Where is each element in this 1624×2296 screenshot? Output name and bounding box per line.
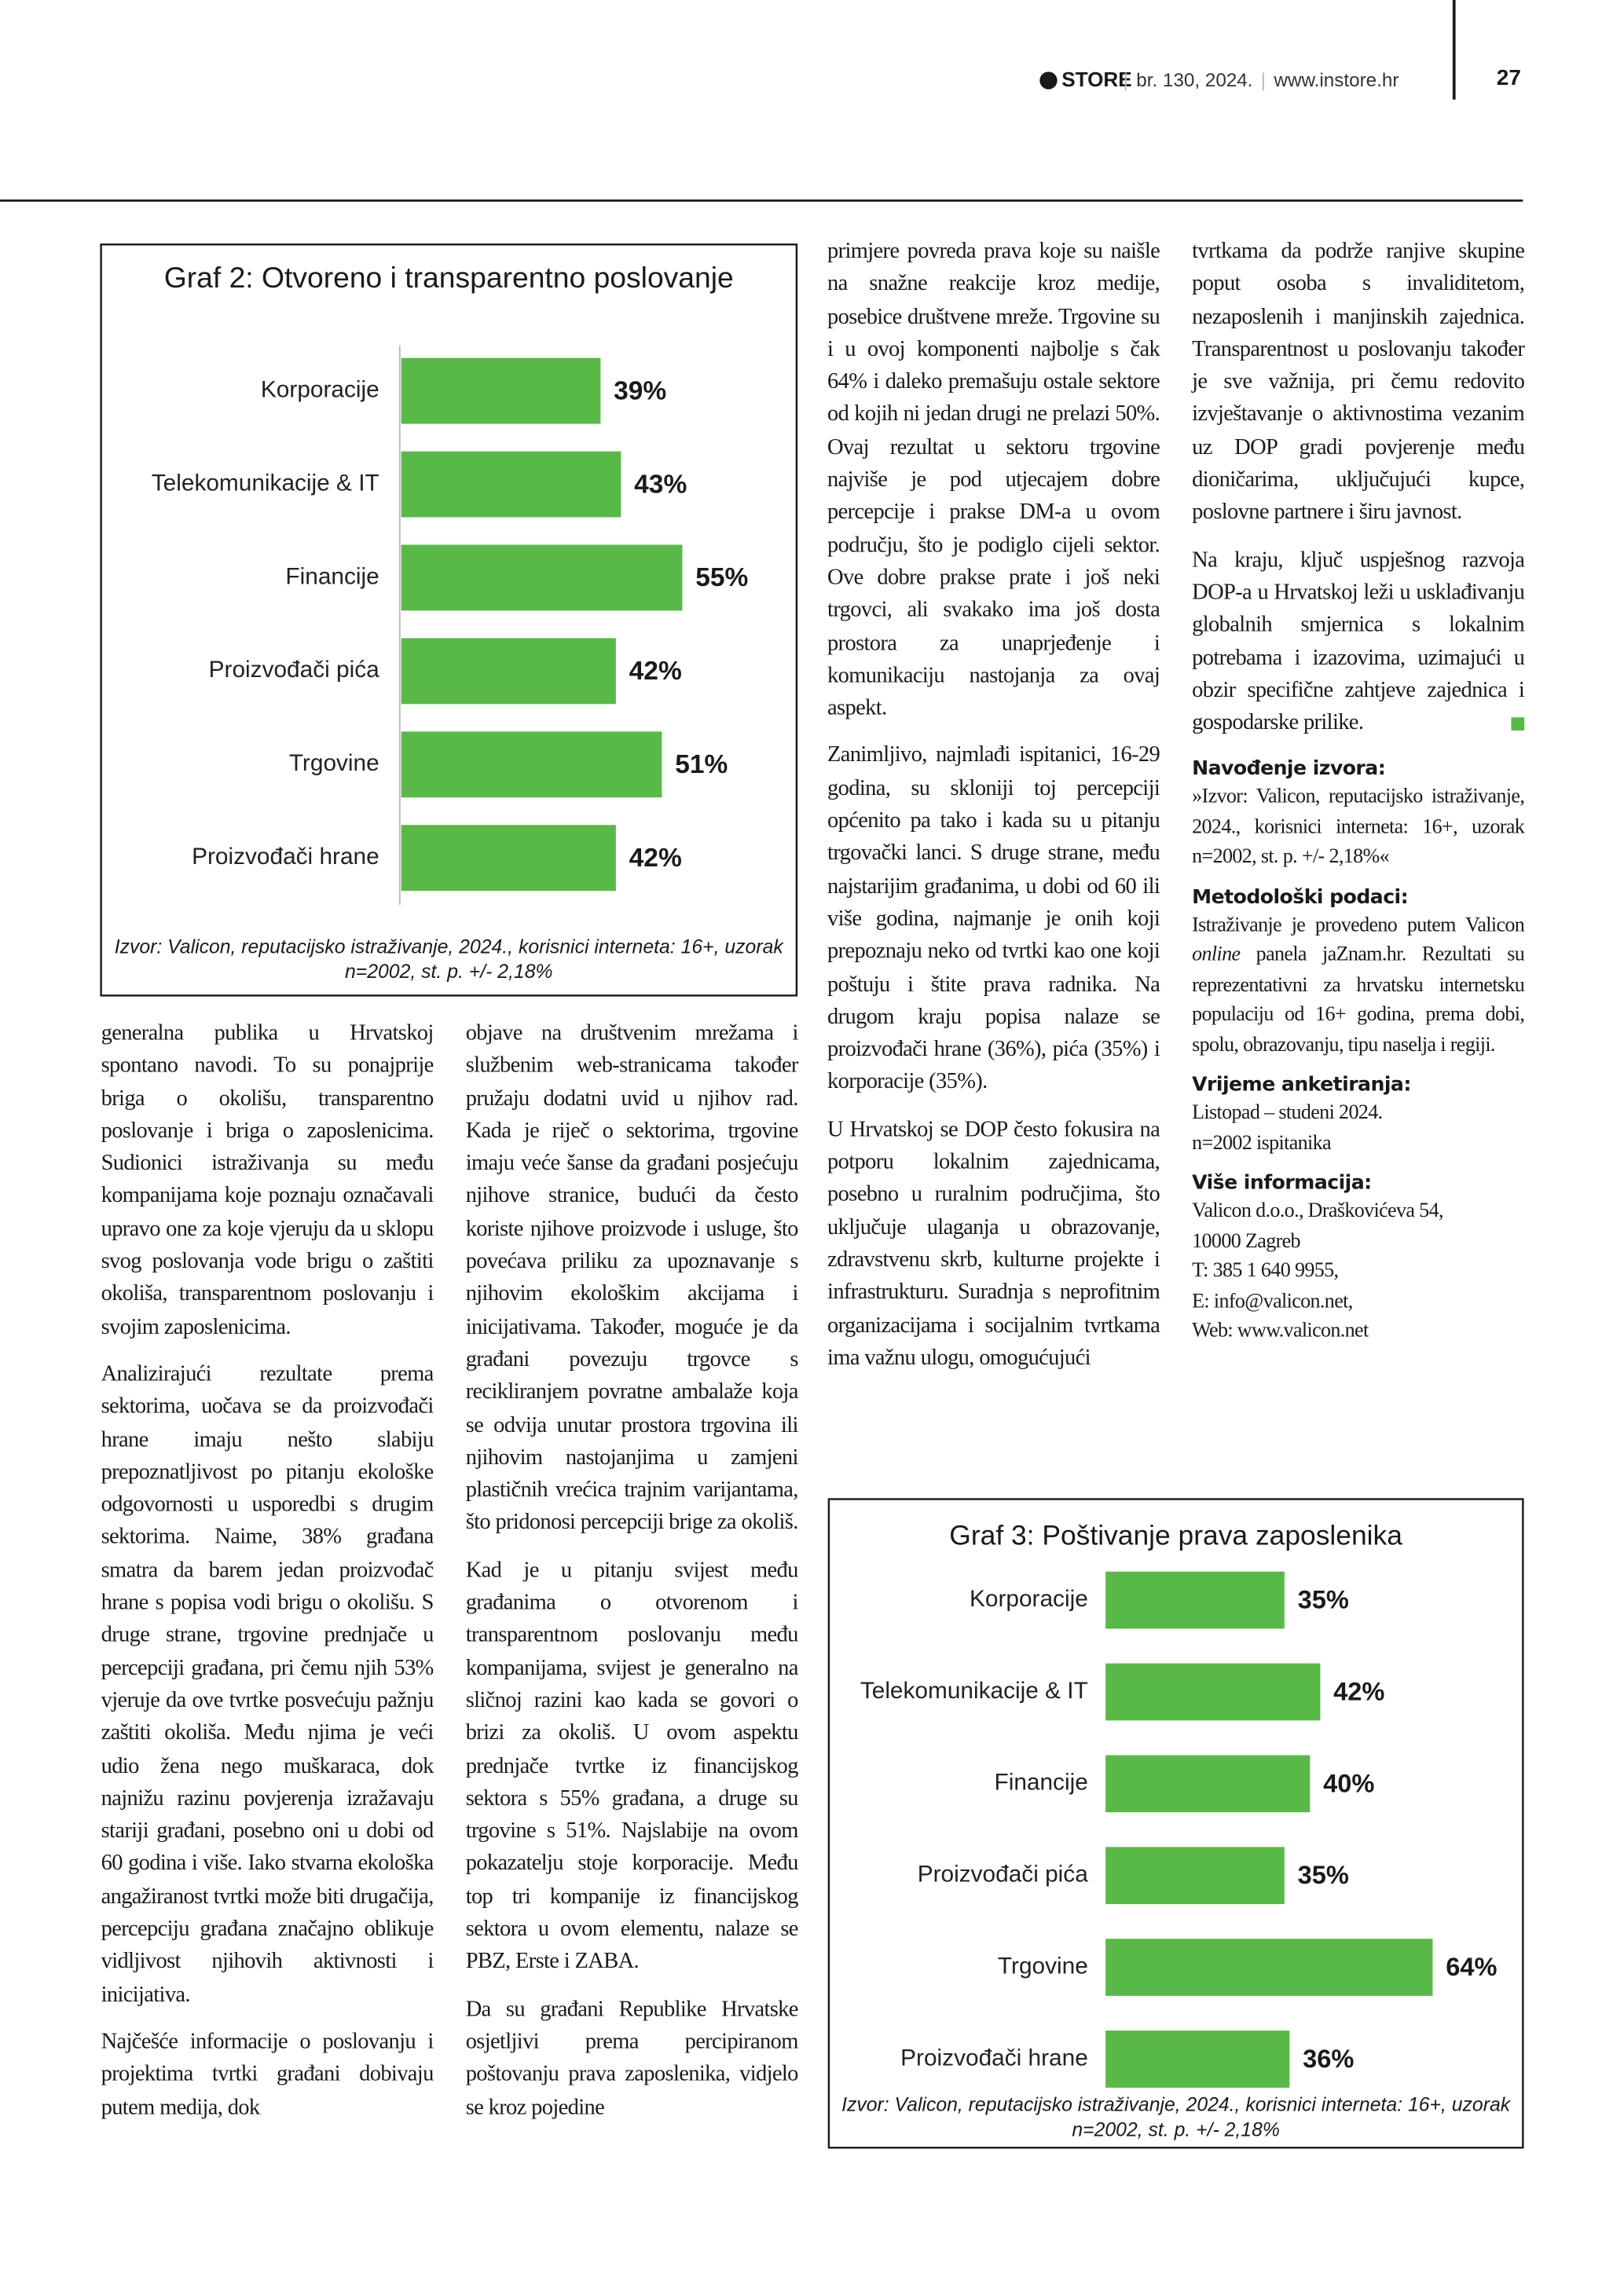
value-label: 35% (1298, 1585, 1349, 1614)
text-column: primjere povreda prava koje su naišle na… (827, 236, 1160, 1390)
bar (401, 357, 601, 424)
category-label: Telekomunikacije & IT (860, 1678, 1088, 1704)
bar (401, 731, 662, 798)
category-label: Trgovine (998, 1953, 1088, 1979)
value-label: 42% (629, 657, 682, 686)
text-column: generalna publika u Hrvatskoj spontano n… (101, 1017, 434, 2138)
bar (1105, 1663, 1321, 1721)
category-label: Proizvođači hrane (900, 2045, 1088, 2071)
bar (1105, 1939, 1433, 1996)
value-label: 36% (1303, 2044, 1354, 2073)
chart-frame (100, 244, 798, 997)
info-text-part: online (1192, 944, 1241, 967)
value-label: 39% (614, 376, 666, 405)
paragraph: Da su građani Republike Hrvatske osjetlj… (465, 1996, 799, 2119)
info-heading: Navođenje izvora: (1192, 757, 1386, 782)
website: www.instore.hr (1274, 68, 1399, 91)
info-heading: Više informacija: (1192, 1171, 1372, 1196)
brand: STORE (1061, 67, 1132, 91)
info-text: Istraživanje je provedeno putem Valicon … (1192, 912, 1525, 1062)
bar (401, 825, 616, 892)
paragraph: objave na društvenim mrežama i službenim… (465, 1020, 799, 1536)
paragraph: Na kraju, ključ uspješnog razvoja DOP-a … (1192, 547, 1525, 735)
info-text-part: Istraživanje je provedeno putem Valicon (1192, 914, 1525, 937)
bar (1105, 1571, 1285, 1629)
paragraph: U Hrvatskoj se DOP često fokusira na pot… (827, 1116, 1160, 1371)
info-text: E: info@valicon.net, (1192, 1291, 1353, 1313)
category-label: Proizvođači pića (918, 1862, 1088, 1888)
logo-icon (1039, 71, 1058, 90)
bar (401, 638, 616, 705)
page-number: 27 (1496, 65, 1521, 91)
category-label: Korporacije (970, 1586, 1088, 1612)
chart-frame (827, 1498, 1524, 2149)
category-label: Proizvođači hrane (192, 844, 379, 870)
category-label: Financije (994, 1770, 1087, 1796)
issue: br. 130, 2024. (1136, 68, 1253, 91)
bar (401, 544, 683, 611)
info-text: Valicon d.o.o., Draškovićeva 54, (1192, 1201, 1443, 1224)
value-label: 51% (675, 750, 728, 779)
bar (401, 451, 621, 518)
paragraph: Analizirajući rezultate prema sektorima,… (101, 1361, 434, 2007)
value-label: 64% (1446, 1952, 1497, 1981)
info-heading: Metodološki podaci: (1192, 885, 1409, 910)
info-text: n=2002 ispitanika (1192, 1133, 1332, 1155)
separator: | (1123, 68, 1128, 91)
bar (1105, 2031, 1290, 2088)
value-label: 42% (629, 844, 682, 873)
paragraph: Najčešće informacije o poslovanju i proj… (101, 2029, 434, 2119)
paragraph: primjere povreda prava koje su naišle na… (827, 238, 1160, 721)
category-label: Korporacije (261, 377, 379, 403)
value-label: 55% (695, 563, 748, 592)
bar (1105, 1755, 1311, 1813)
separator: | (1260, 68, 1267, 91)
value-label: 42% (1333, 1676, 1384, 1705)
info-text: Web: www.valicon.net (1192, 1320, 1369, 1343)
text-column: objave na društvenim mrežama i službenim… (465, 1017, 799, 2138)
value-label: 43% (634, 470, 687, 499)
info-text-part: panela jaZnam.hr. Rezultati su reprezent… (1192, 944, 1525, 1057)
paragraph: Kad je u pitanju svijest među građanima … (465, 1557, 799, 1974)
category-label: Telekomunikacije & IT (152, 470, 379, 496)
paragraph: generalna publika u Hrvatskoj spontano n… (101, 1020, 434, 1339)
bar (1105, 1847, 1285, 1905)
category-label: Trgovine (289, 750, 379, 776)
text-column: tvrtkama da podrže ranjive skupine poput… (1192, 236, 1525, 1348)
category-label: Financije (285, 563, 379, 589)
value-label: 35% (1298, 1860, 1349, 1889)
info-text: »Izvor: Valicon, reputacijsko istraživan… (1192, 786, 1525, 870)
value-label: 40% (1323, 1768, 1374, 1797)
info-text: 10000 Zagreb (1192, 1231, 1300, 1254)
chart-source: Izvor: Valicon, reputacijsko istraživanj… (841, 2093, 1511, 2140)
paragraph: tvrtkama da podrže ranjive skupine poput… (1192, 238, 1525, 525)
end-mark (1511, 717, 1525, 731)
category-label: Proizvođači pića (209, 657, 379, 683)
info-text: Listopad – studeni 2024. (1192, 1103, 1383, 1126)
paragraph: Zanimljivo, najmlađi ispitanici, 16-29 g… (827, 742, 1160, 1095)
info-text: T: 385 1 640 9955, (1192, 1261, 1339, 1283)
chart-title: Graf 2: Otvoreno i transparentno poslova… (164, 261, 734, 294)
chart-title: Graf 3: Poštivanje prava zaposlenika (949, 1519, 1402, 1551)
info-heading: Vrijeme anketiranja: (1192, 1074, 1411, 1097)
chart-source: Izvor: Valicon, reputacijsko istraživanj… (114, 935, 783, 983)
